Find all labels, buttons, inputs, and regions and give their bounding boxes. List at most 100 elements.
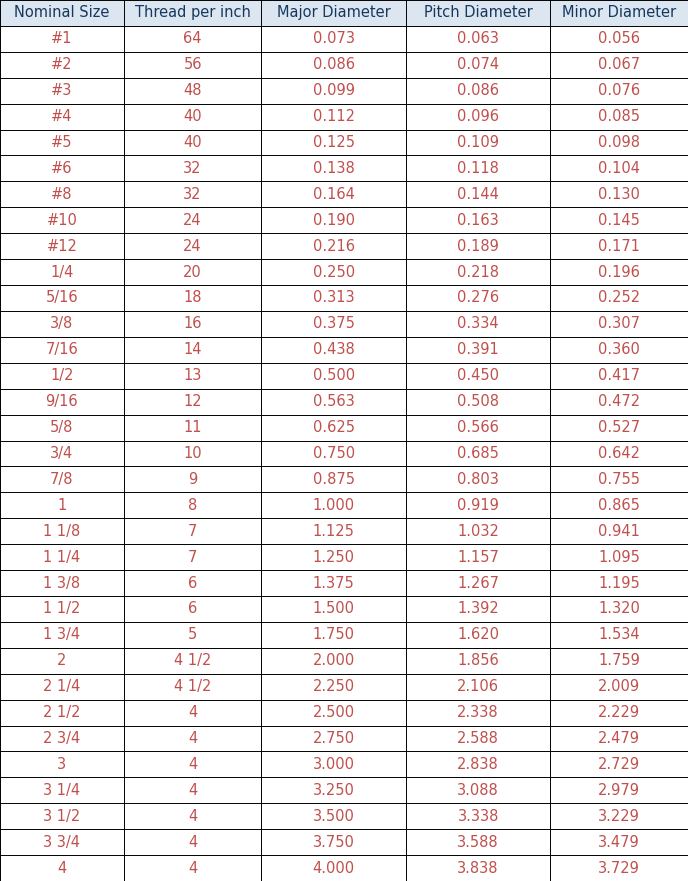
Bar <box>550 415 688 440</box>
Text: 3.588: 3.588 <box>458 834 499 849</box>
Text: 3.729: 3.729 <box>599 861 640 876</box>
Bar <box>550 440 688 466</box>
Bar <box>550 337 688 363</box>
Bar <box>261 181 406 207</box>
Bar <box>124 518 261 544</box>
Bar <box>124 855 261 881</box>
Text: #4: #4 <box>51 109 73 124</box>
Text: 0.438: 0.438 <box>313 343 354 358</box>
Text: 0.196: 0.196 <box>599 264 640 279</box>
Text: 2.750: 2.750 <box>312 731 355 746</box>
Text: 48: 48 <box>184 83 202 98</box>
Text: 6: 6 <box>188 602 197 617</box>
Text: 2.229: 2.229 <box>598 705 641 720</box>
Bar <box>124 311 261 337</box>
Bar <box>124 181 261 207</box>
Text: 0.138: 0.138 <box>313 161 354 176</box>
Bar <box>124 777 261 803</box>
Text: 7: 7 <box>188 523 197 538</box>
Bar <box>261 674 406 700</box>
Text: #8: #8 <box>51 187 73 202</box>
Text: 3 3/4: 3 3/4 <box>43 834 80 849</box>
Bar <box>124 155 261 181</box>
Bar <box>0 233 124 259</box>
Text: 12: 12 <box>183 394 202 409</box>
Text: 4: 4 <box>188 834 197 849</box>
Text: 0.527: 0.527 <box>598 420 641 435</box>
Text: 5/16: 5/16 <box>45 291 78 306</box>
Bar <box>0 78 124 104</box>
Bar <box>0 285 124 311</box>
Text: 3.088: 3.088 <box>458 783 499 798</box>
Bar <box>124 389 261 415</box>
Text: #5: #5 <box>51 135 73 150</box>
Bar <box>406 570 550 596</box>
Bar <box>406 622 550 648</box>
Text: 2: 2 <box>57 653 67 669</box>
Text: 0.067: 0.067 <box>598 57 641 72</box>
Text: 0.086: 0.086 <box>312 57 355 72</box>
Text: 0.500: 0.500 <box>312 368 355 383</box>
Text: 0.112: 0.112 <box>312 109 355 124</box>
Text: 11: 11 <box>184 420 202 435</box>
Bar <box>406 855 550 881</box>
Bar <box>261 648 406 674</box>
Bar <box>261 544 406 570</box>
Text: 2 1/2: 2 1/2 <box>43 705 80 720</box>
Text: 1.250: 1.250 <box>312 550 355 565</box>
Bar <box>406 466 550 492</box>
Text: 24: 24 <box>183 239 202 254</box>
Bar <box>124 674 261 700</box>
Bar <box>261 104 406 130</box>
Text: 3 1/4: 3 1/4 <box>43 783 80 798</box>
Text: 0.919: 0.919 <box>458 498 499 513</box>
Text: 8: 8 <box>188 498 197 513</box>
Bar <box>550 466 688 492</box>
Bar <box>406 311 550 337</box>
Text: 2.009: 2.009 <box>598 679 641 694</box>
Bar <box>406 78 550 104</box>
Text: 1 1/8: 1 1/8 <box>43 523 80 538</box>
Bar <box>406 726 550 751</box>
Bar <box>406 130 550 155</box>
Bar <box>0 544 124 570</box>
Text: 0.941: 0.941 <box>599 523 640 538</box>
Bar <box>550 233 688 259</box>
Bar <box>261 259 406 285</box>
Bar <box>550 803 688 829</box>
Text: 0.450: 0.450 <box>457 368 499 383</box>
Text: 0.252: 0.252 <box>598 291 641 306</box>
Bar <box>0 855 124 881</box>
Text: 4 1/2: 4 1/2 <box>174 679 211 694</box>
Bar <box>406 285 550 311</box>
Text: Minor Diameter: Minor Diameter <box>562 5 676 20</box>
Text: 0.056: 0.056 <box>598 32 641 47</box>
Bar <box>124 570 261 596</box>
Bar <box>261 777 406 803</box>
Text: 0.360: 0.360 <box>599 343 640 358</box>
Text: 0.189: 0.189 <box>458 239 499 254</box>
Bar <box>406 259 550 285</box>
Text: 2.500: 2.500 <box>312 705 355 720</box>
Text: 0.417: 0.417 <box>598 368 641 383</box>
Text: 0.642: 0.642 <box>598 446 641 461</box>
Text: 2.979: 2.979 <box>598 783 641 798</box>
Text: #3: #3 <box>51 83 73 98</box>
Text: 3.250: 3.250 <box>313 783 354 798</box>
Bar <box>550 492 688 518</box>
Text: 3.229: 3.229 <box>599 809 640 824</box>
Bar <box>261 0 406 26</box>
Bar <box>406 233 550 259</box>
Bar <box>550 389 688 415</box>
Text: 2 3/4: 2 3/4 <box>43 731 80 746</box>
Text: 3.500: 3.500 <box>313 809 354 824</box>
Bar <box>261 155 406 181</box>
Bar <box>261 518 406 544</box>
Bar <box>406 337 550 363</box>
Text: Thread per inch: Thread per inch <box>135 5 250 20</box>
Text: 0.073: 0.073 <box>312 32 355 47</box>
Bar <box>124 233 261 259</box>
Bar <box>550 311 688 337</box>
Text: 2.250: 2.250 <box>312 679 355 694</box>
Text: 4: 4 <box>188 705 197 720</box>
